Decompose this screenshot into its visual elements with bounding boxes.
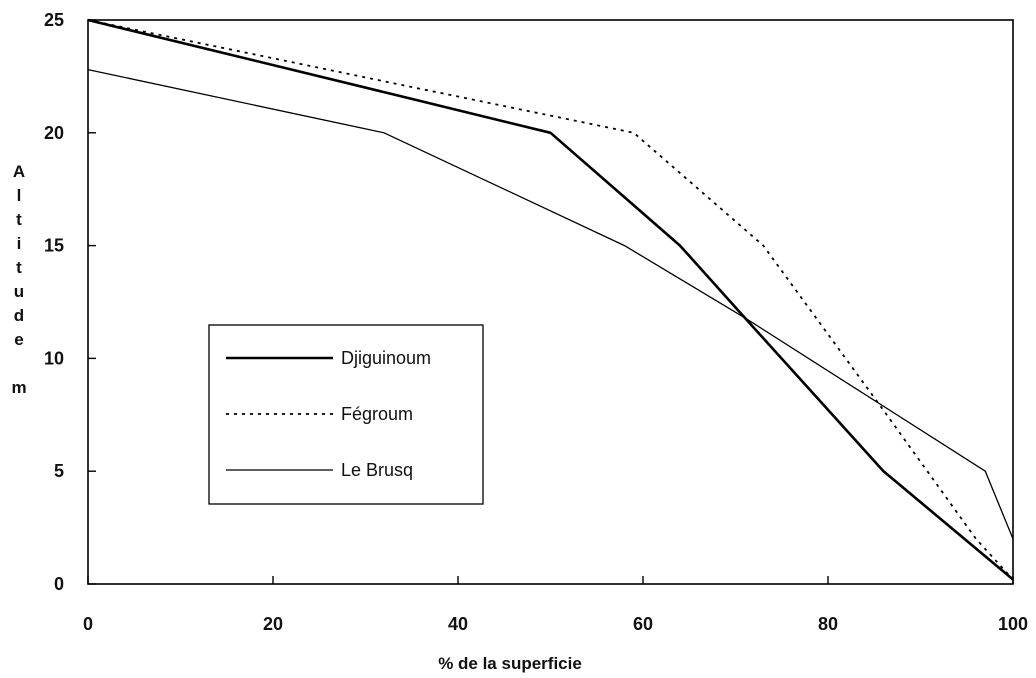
y-tick-label: 25	[44, 10, 64, 30]
x-axis-title: % de la superficie	[438, 654, 582, 673]
x-tick-label: 80	[818, 614, 838, 634]
y-axis-title-letter: A	[13, 162, 25, 181]
y-axis-title-letter: u	[14, 282, 24, 301]
y-tick-label: 0	[54, 574, 64, 594]
y-tick-label: 5	[54, 461, 64, 481]
x-axis: 0 20 40 60 80 100	[83, 576, 1028, 634]
legend-box	[208, 324, 484, 505]
y-axis-title-letter: t	[16, 210, 22, 229]
x-tick-label: 40	[448, 614, 468, 634]
plot-frame	[87, 19, 1014, 585]
y-tick-label: 10	[44, 348, 64, 368]
y-axis-title-letter: e	[14, 330, 23, 349]
x-tick-label: 20	[263, 614, 283, 634]
legend-label: Djiguinoum	[341, 348, 431, 368]
y-tick-label: 20	[44, 123, 64, 143]
x-tick-label: 100	[998, 614, 1028, 634]
y-axis-title-letter: d	[14, 306, 24, 325]
y-axis-title-letter: m	[11, 378, 26, 397]
x-tick-label: 60	[633, 614, 653, 634]
x-tick-label: 0	[83, 614, 93, 634]
legend-label: Le Brusq	[341, 460, 413, 480]
legend-label: Fégroum	[341, 404, 413, 424]
series-line-djiguinoum	[87, 18, 1014, 581]
series-layer	[87, 18, 1014, 581]
series-line-le-brusq	[87, 68, 1014, 540]
y-axis-title-letter: t	[16, 258, 22, 277]
y-axis-title-letter: l	[17, 186, 22, 205]
series-line-f-groum	[87, 19, 1014, 581]
legend: Djiguinoum Fégroum Le Brusq	[226, 348, 431, 480]
y-tick-label: 15	[44, 236, 64, 256]
y-axis-title-letter: i	[17, 234, 22, 253]
